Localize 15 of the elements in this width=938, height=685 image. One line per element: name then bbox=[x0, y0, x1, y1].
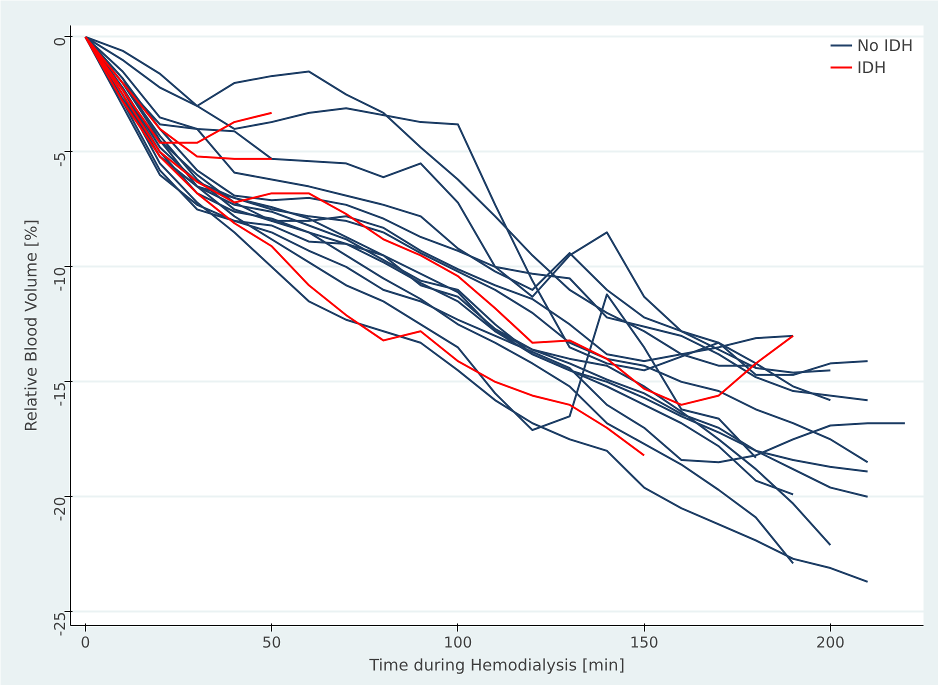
x-tick-label: 200 bbox=[816, 634, 845, 652]
y-axis-title: Relative Blood Volume [%] bbox=[22, 219, 40, 432]
y-tick-label: -5 bbox=[51, 152, 69, 167]
x-tick-label: 150 bbox=[630, 634, 658, 652]
y-tick-label: 0 bbox=[51, 36, 69, 47]
x-tick-label: 100 bbox=[444, 634, 472, 652]
x-tick-label: 50 bbox=[262, 634, 282, 652]
y-tick-label: -15 bbox=[51, 382, 69, 406]
y-tick-label: -25 bbox=[51, 612, 69, 636]
legend-label: No IDH bbox=[857, 36, 913, 54]
x-axis-title: Time during Hemodialysis [min] bbox=[368, 656, 625, 674]
legend-label: IDH bbox=[857, 58, 886, 76]
x-tick-label: 0 bbox=[80, 634, 90, 652]
y-tick-label: -20 bbox=[51, 496, 69, 522]
y-tick-label: -10 bbox=[51, 266, 69, 292]
